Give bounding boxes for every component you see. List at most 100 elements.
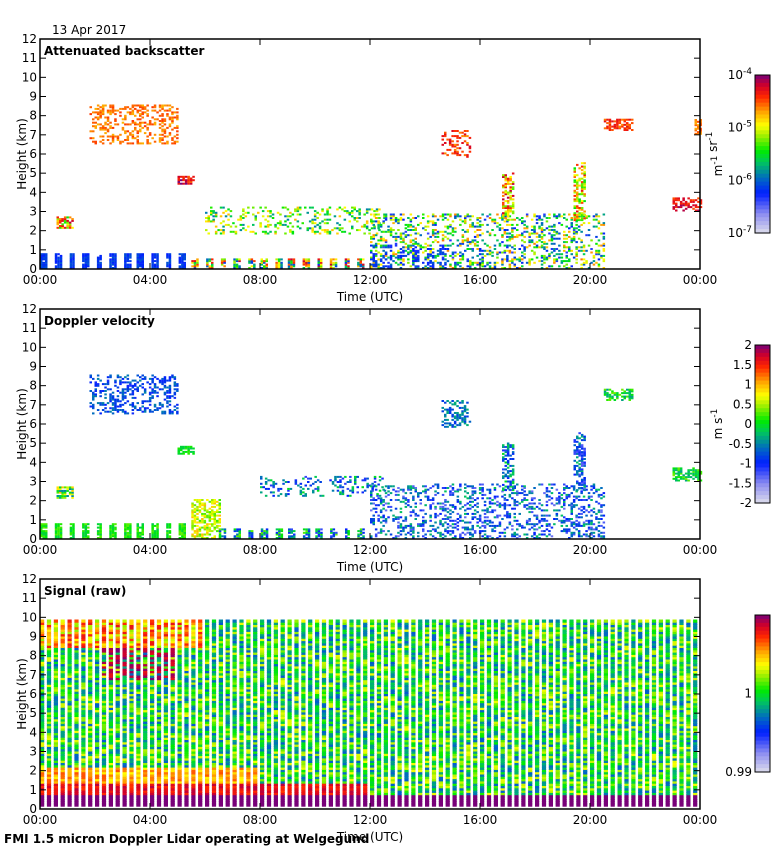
- heatmap-cell: [523, 231, 526, 233]
- heatmap-cell: [333, 528, 336, 530]
- heatmap-cell: [144, 122, 147, 124]
- heatmap-cell: [631, 129, 634, 131]
- heatmap-cell: [174, 397, 177, 399]
- heatmap-cell: [339, 491, 342, 493]
- heatmap-cell: [511, 219, 513, 221]
- heatmap-cell: [122, 122, 125, 124]
- heatmap-cell: [446, 426, 449, 428]
- heatmap-cell: [461, 417, 464, 419]
- heatmap-cell: [190, 178, 193, 180]
- heatmap-cell: [382, 499, 385, 501]
- heatmap-cell: [521, 262, 524, 264]
- heatmap-cell: [224, 535, 227, 537]
- heatmap-cell: [60, 255, 63, 257]
- heatmap-cell: [159, 137, 162, 139]
- heatmap-cell: [395, 245, 398, 247]
- heatmap-cell: [583, 496, 586, 498]
- heatmap-cell: [558, 501, 561, 503]
- heatmap-cell: [600, 255, 603, 257]
- heatmap-cell: [509, 197, 512, 199]
- heatmap-cell: [139, 258, 142, 260]
- heatmap-cell: [578, 446, 581, 448]
- heatmap-cell: [578, 207, 581, 209]
- heatmap-cell: [558, 238, 561, 240]
- heatmap-cell: [558, 520, 561, 522]
- heatmap-cell: [507, 486, 510, 488]
- heatmap-cell: [566, 494, 569, 496]
- heatmap-cell: [509, 260, 512, 262]
- colorbar-segment: [755, 126, 770, 131]
- heatmap-cell: [509, 470, 512, 472]
- heatmap-cell: [341, 208, 344, 210]
- heatmap-cell: [580, 241, 583, 243]
- heatmap-cell: [375, 245, 378, 247]
- heatmap-cell: [598, 215, 601, 217]
- heatmap-cell: [526, 499, 529, 501]
- heatmap-cell: [459, 147, 462, 149]
- heatmap-cell: [134, 105, 137, 107]
- heatmap-cell: [581, 173, 584, 175]
- heatmap-cell: [192, 179, 195, 181]
- heatmap-cell: [117, 123, 120, 125]
- heatmap-cell: [611, 120, 614, 122]
- heatmap-cell: [588, 520, 591, 522]
- heatmap-cell: [451, 424, 454, 426]
- heatmap-cell: [169, 105, 172, 107]
- heatmap-cell: [380, 253, 383, 255]
- heatmap-cell: [606, 119, 609, 121]
- heatmap-cell: [457, 262, 460, 264]
- heatmap-cell: [444, 426, 447, 428]
- heatmap-cell: [326, 210, 329, 212]
- heatmap-cell: [407, 258, 410, 260]
- heatmap-cell: [66, 490, 69, 492]
- heatmap-cell: [104, 383, 107, 385]
- heatmap-cell: [292, 231, 295, 233]
- colorbar-tick-label: 10-7: [728, 225, 752, 240]
- heatmap-cell: [575, 246, 578, 248]
- heatmap-cell: [558, 257, 561, 259]
- heatmap-cell: [377, 214, 380, 216]
- heatmap-cell: [420, 523, 423, 525]
- heatmap-cell: [456, 424, 459, 426]
- heatmap-cell: [583, 511, 586, 513]
- heatmap-cell: [161, 134, 164, 136]
- heatmap-cell: [303, 528, 306, 530]
- heatmap-cell: [687, 206, 690, 208]
- heatmap-cell: [505, 465, 508, 467]
- heatmap-cell: [285, 481, 288, 483]
- heatmap-cell: [543, 246, 546, 248]
- heatmap-cell: [104, 397, 107, 399]
- heatmap-cell: [675, 469, 678, 471]
- heatmap-cell: [107, 129, 110, 131]
- heatmap-cell: [220, 229, 223, 231]
- heatmap-cell: [484, 516, 487, 518]
- heatmap-cell: [387, 494, 390, 496]
- heatmap-cell: [341, 227, 344, 229]
- heatmap-cell: [603, 214, 606, 216]
- heatmap-cell: [521, 492, 524, 494]
- heatmap-cell: [144, 108, 147, 110]
- heatmap-cell: [578, 516, 581, 518]
- heatmap-cell: [127, 142, 130, 144]
- heatmap-cell: [566, 525, 569, 527]
- y-tick-label: 3: [29, 475, 37, 489]
- heatmap-cell: [543, 262, 546, 264]
- heatmap-cell: [64, 486, 67, 488]
- heatmap-cell: [486, 535, 489, 537]
- heatmap-cell: [533, 503, 536, 505]
- heatmap-cell: [169, 535, 172, 537]
- heatmap-cell: [462, 253, 465, 255]
- heatmap-cell: [606, 122, 609, 124]
- heatmap-cell: [95, 122, 98, 124]
- heatmap-cell: [385, 252, 388, 254]
- heatmap-cell: [568, 231, 571, 233]
- heatmap-cell: [151, 253, 154, 255]
- heatmap-cell: [407, 499, 410, 501]
- heatmap-cell: [432, 231, 435, 233]
- heatmap-cell: [581, 185, 584, 187]
- heatmap-cell: [469, 421, 472, 423]
- heatmap-cell: [603, 532, 606, 534]
- heatmap-cell: [444, 258, 447, 260]
- heatmap-cell: [447, 501, 450, 503]
- heatmap-cell: [374, 481, 377, 483]
